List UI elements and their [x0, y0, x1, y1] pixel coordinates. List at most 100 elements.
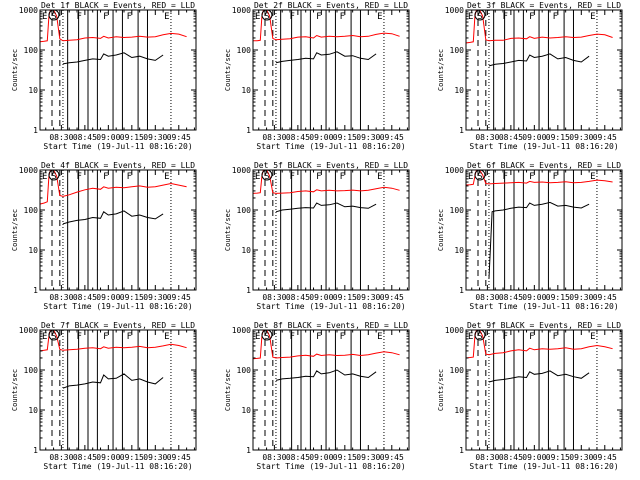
plot-frame: [39, 169, 197, 291]
x-tick-label: 09:45: [167, 133, 191, 142]
series-line-black: [62, 373, 164, 389]
chart-title: Det 2f BLACK = Events, RED = LLD: [254, 1, 408, 10]
marker-label: E: [468, 12, 473, 22]
y-tick-label: 1: [459, 286, 464, 295]
x-tick-label: 09:30: [569, 293, 593, 302]
marker-label: F: [553, 172, 558, 182]
plot-frame: [465, 169, 623, 291]
x-tick-label: 09:15: [333, 133, 357, 142]
y-tick-label: 100: [24, 206, 39, 215]
marker-label: E: [468, 332, 473, 342]
x-tick-label: 08:30: [49, 453, 73, 462]
marker-label: F: [76, 332, 81, 342]
x-tick-label: 09:30: [143, 133, 167, 142]
series-line-red: [40, 330, 187, 352]
chart-title: Det 1f BLACK = Events, RED = LLD: [41, 1, 195, 10]
marker-label: F: [340, 332, 345, 342]
x-tick-label: 09:00: [309, 293, 333, 302]
x-tick-label: 09:00: [309, 453, 333, 462]
plot-frame: [39, 329, 197, 451]
x-tick-label: 09:45: [380, 293, 404, 302]
y-tick-label: 1: [246, 126, 251, 135]
marker-label: E: [590, 332, 595, 342]
y-tick-label: 10: [241, 406, 251, 415]
marker-label: F: [127, 12, 132, 22]
series-line-black: [275, 202, 377, 213]
x-tick-label: 08:30: [475, 293, 499, 302]
y-tick-label: 1000: [445, 166, 464, 175]
x-tick-label: 08:45: [73, 453, 97, 462]
y-axis-label: Counts/sec: [224, 369, 232, 411]
marker-label: F: [289, 332, 294, 342]
y-tick-label: 1: [33, 286, 38, 295]
marker-label: F: [529, 332, 534, 342]
y-tick-label: 100: [450, 46, 465, 55]
series-line-red: [466, 10, 613, 44]
x-tick-label: 09:00: [309, 133, 333, 142]
marker-label: F: [502, 12, 507, 22]
series-line-red: [253, 170, 400, 194]
y-tick-label: 1: [246, 286, 251, 295]
y-axis-label: Counts/sec: [11, 49, 19, 91]
marker-label: F: [553, 12, 558, 22]
x-tick-label: 09:30: [143, 453, 167, 462]
y-tick-label: 10: [28, 406, 38, 415]
x-tick-label: 08:45: [286, 453, 310, 462]
chart-title: Det 4f BLACK = Events, RED = LLD: [41, 161, 195, 170]
y-tick-label: 1: [246, 446, 251, 455]
marker-label: E: [42, 332, 47, 342]
x-tick-label: 09:00: [522, 133, 546, 142]
marker-label: E: [377, 172, 382, 182]
x-tick-label: 08:45: [499, 453, 523, 462]
chart-title: Det 3f BLACK = Events, RED = LLD: [467, 1, 621, 10]
y-tick-label: 100: [24, 46, 39, 55]
x-axis-label: Start Time (19-Jul-11 08:16:20): [43, 142, 192, 151]
series-line-red: [40, 170, 187, 205]
y-tick-label: 1000: [19, 166, 38, 175]
series-line-black: [488, 53, 590, 67]
marker-label: E: [164, 12, 169, 22]
y-tick-label: 1000: [19, 6, 38, 15]
series-line-red: [40, 10, 187, 43]
x-tick-label: 09:30: [143, 293, 167, 302]
y-tick-label: 1000: [232, 326, 251, 335]
marker-label: S: [51, 12, 56, 22]
x-axis-label: Start Time (19-Jul-11 08:16:20): [469, 302, 618, 311]
marker-label: E: [255, 172, 260, 182]
y-tick-label: 100: [237, 366, 252, 375]
marker-label: F: [76, 12, 81, 22]
y-tick-label: 1: [459, 446, 464, 455]
y-tick-label: 100: [237, 206, 252, 215]
x-tick-label: 09:00: [522, 293, 546, 302]
x-tick-label: 09:00: [96, 453, 120, 462]
y-axis-label: Counts/sec: [224, 209, 232, 251]
y-tick-label: 10: [28, 246, 38, 255]
plot-frame: [252, 9, 410, 131]
y-axis-label: Counts/sec: [437, 49, 445, 91]
y-tick-label: 100: [450, 366, 465, 375]
chart-title: Det 7f BLACK = Events, RED = LLD: [41, 321, 195, 330]
x-tick-label: 08:30: [475, 453, 499, 462]
y-tick-label: 1000: [445, 326, 464, 335]
marker-label: S: [264, 332, 269, 342]
marker-label: F: [553, 332, 558, 342]
x-tick-label: 08:45: [286, 133, 310, 142]
plot-frame: [465, 9, 623, 131]
marker-label: F: [316, 12, 321, 22]
x-tick-label: 09:45: [167, 453, 191, 462]
marker-label: F: [529, 12, 534, 22]
chart-title: Det 8f BLACK = Events, RED = LLD: [254, 321, 408, 330]
x-tick-label: 09:45: [380, 453, 404, 462]
marker-label: F: [502, 332, 507, 342]
marker-label: S: [51, 172, 56, 182]
x-tick-label: 08:30: [49, 133, 73, 142]
x-tick-label: 09:45: [593, 133, 617, 142]
y-tick-label: 1000: [445, 6, 464, 15]
marker-label: S: [264, 172, 269, 182]
chart-title: Det 6f BLACK = Events, RED = LLD: [467, 161, 621, 170]
